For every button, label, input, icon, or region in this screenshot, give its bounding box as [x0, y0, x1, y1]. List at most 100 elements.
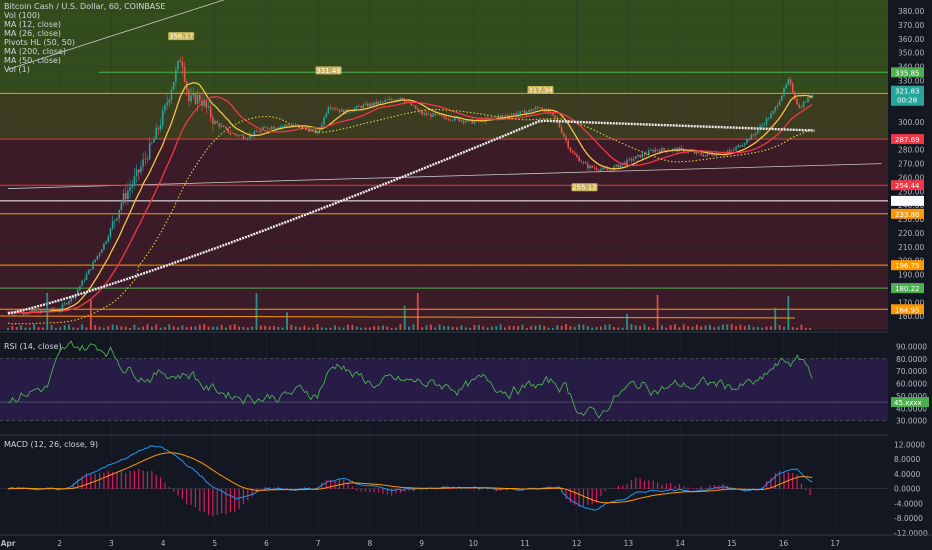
indicator-ma12[interactable]: MA (12, close)	[4, 20, 62, 29]
macd-hist-bar	[595, 488, 598, 503]
macd-hist-bar	[412, 488, 415, 492]
volume-bar	[20, 325, 22, 330]
candle-body	[416, 108, 419, 111]
time-tick-8: 9	[419, 539, 424, 548]
volume-bar	[796, 327, 798, 330]
rsi-title[interactable]: RSI (14, close)	[4, 342, 62, 351]
macd-hist-bar	[155, 474, 157, 489]
macd-hist-bar	[665, 483, 667, 489]
volume-bar	[33, 324, 36, 330]
candle-body	[325, 113, 328, 117]
candle-body	[791, 83, 794, 93]
macd-hist-bar	[268, 487, 271, 489]
macd-hist-bar	[242, 488, 245, 505]
candle-body	[488, 117, 491, 119]
candle-body	[624, 162, 626, 165]
price-tick-2: 360.00	[898, 35, 924, 44]
volume-bar	[28, 327, 31, 330]
time-tick-11: 12	[572, 539, 582, 548]
candle-body	[541, 108, 543, 110]
candle-body	[76, 289, 79, 294]
macd-hist-bar	[718, 485, 720, 489]
candle-body	[425, 113, 428, 115]
volume-bar	[155, 324, 158, 330]
volume-bar	[595, 326, 598, 330]
macd-hist-bar	[661, 484, 663, 489]
rsi-value-bg	[891, 397, 929, 408]
macd-hist-bar	[321, 482, 323, 489]
volume-bar	[708, 325, 711, 330]
price-tick-17: 170.00	[898, 298, 924, 307]
price-tick-12: 230.00	[898, 215, 924, 224]
candle-body	[390, 98, 393, 100]
volume-bar	[464, 327, 467, 330]
candle-body	[549, 112, 552, 114]
candle-body	[87, 269, 90, 275]
candle-body	[805, 101, 807, 103]
candle-body	[15, 311, 18, 313]
candle-body	[157, 127, 160, 130]
volume-bar	[277, 326, 280, 330]
candle-body	[700, 152, 702, 155]
candle-body	[706, 153, 709, 156]
indicator-ma26[interactable]: MA (26, close)	[4, 29, 62, 38]
macd-hist-bar	[404, 488, 406, 492]
candle-body	[783, 87, 785, 96]
candle-body	[743, 143, 746, 146]
candle-body	[146, 158, 149, 160]
indicator-pivots[interactable]: Pivots HL (50, 50)	[4, 38, 76, 47]
candle-body	[772, 111, 774, 114]
candle-body	[360, 106, 362, 108]
macd-hist-bar	[674, 485, 676, 489]
volume-bar	[246, 327, 249, 330]
volume-bar	[211, 326, 214, 330]
candle-body	[338, 109, 341, 112]
volume-bar	[142, 326, 145, 330]
macd-hist-bar	[604, 488, 606, 491]
rsi-tick-4: 50.0000	[896, 392, 927, 401]
volume-bar	[774, 307, 777, 330]
candle-body	[560, 127, 563, 134]
candle-body	[170, 90, 173, 100]
price-tick-8: 270.00	[898, 160, 924, 169]
level-tag-bg-8	[891, 304, 924, 315]
candle-body	[406, 101, 408, 103]
rsi-line	[7, 340, 813, 419]
volume-bar	[534, 325, 537, 330]
volume-bar	[124, 326, 127, 330]
macd-hist-bar	[587, 488, 589, 505]
candle-body	[521, 110, 524, 112]
volume-bar	[787, 295, 790, 330]
candle-body	[116, 218, 118, 221]
indicator-vol100[interactable]: Vol (100)	[4, 11, 41, 20]
macd-hist-bar	[478, 488, 480, 491]
candle-body	[63, 303, 66, 305]
candle-body	[794, 92, 796, 99]
indicator-vol1[interactable]: Vol (1)	[4, 65, 30, 74]
volume-bar	[116, 325, 118, 330]
candle-body	[270, 126, 273, 130]
candle-body	[711, 154, 713, 156]
candle-body	[499, 115, 502, 117]
candle-body	[316, 131, 319, 134]
macd-hist-bar	[221, 488, 223, 514]
level-tag-bg-2	[891, 134, 924, 145]
candle-body	[218, 123, 221, 127]
macd-title[interactable]: MACD (12, 26, close, 9)	[4, 440, 99, 449]
candle-body	[443, 115, 445, 118]
time-tick-14: 15	[727, 539, 737, 548]
volume-bar	[103, 327, 105, 330]
macd-hist-bar	[273, 487, 275, 489]
indicator-ma200[interactable]: MA (200, close)	[4, 47, 67, 56]
indicator-ma50[interactable]: MA (50, close)	[4, 56, 62, 65]
candle-body	[35, 310, 38, 312]
volume-bar	[730, 324, 733, 330]
volume-bar	[373, 326, 376, 330]
volume-bar	[447, 325, 450, 330]
volume-bar	[652, 327, 655, 330]
time-tick-1: 2	[57, 539, 62, 548]
rsi-tick-2: 70.0000	[896, 367, 927, 376]
volume-bar	[150, 326, 153, 330]
candle-body	[353, 108, 356, 112]
